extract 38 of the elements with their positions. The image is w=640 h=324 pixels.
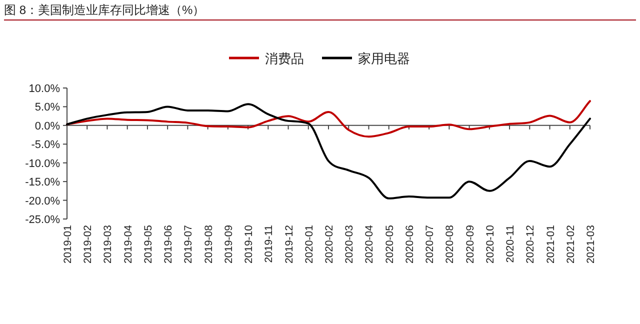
x-tick-label: 2019-09 <box>222 224 235 264</box>
x-tick-label: 2020-01 <box>303 224 316 264</box>
x-tick-label: 2020-12 <box>524 224 537 264</box>
x-tick-label: 2021-02 <box>564 224 577 264</box>
x-tick-label: 2020-05 <box>384 224 396 264</box>
y-tick-label: -15.0% <box>25 176 60 189</box>
x-tick-label: 2020-08 <box>444 224 456 264</box>
y-tick-label: -10.0% <box>25 158 60 170</box>
x-tick-label: 2020-09 <box>464 224 476 264</box>
x-tick-label: 2019-05 <box>142 224 154 264</box>
x-tick-label: 2019-03 <box>102 224 114 264</box>
x-tick-label: 2019-10 <box>243 224 256 264</box>
x-tick-label: 2020-04 <box>364 224 376 264</box>
x-tick-label: 2020-02 <box>324 224 336 264</box>
x-tick-label: 2019-07 <box>182 224 195 264</box>
x-tick-label: 2019-12 <box>283 224 296 264</box>
y-tick-label: -25.0% <box>25 214 60 226</box>
x-tick-label: 2020-11 <box>504 224 517 263</box>
legend-label: 消费品 <box>265 51 304 66</box>
y-tick-label: 5.0% <box>34 102 60 114</box>
y-tick-label: 0.0% <box>34 120 60 132</box>
x-tick-label: 2020-03 <box>344 224 356 264</box>
x-tick-label: 2020-07 <box>424 224 436 264</box>
x-tick-label: 2019-02 <box>82 224 94 264</box>
x-tick-label: 2019-11 <box>263 224 276 263</box>
x-tick-label: 2021-03 <box>585 224 597 264</box>
title: 图 8：美国制造业库存同比增速（%） <box>4 3 205 17</box>
x-tick-label: 2020-10 <box>484 224 496 264</box>
x-tick-label: 2021-01 <box>544 224 557 264</box>
y-tick-label: 10.0% <box>28 83 60 95</box>
y-tick-label: -20.0% <box>25 195 60 208</box>
x-tick-label: 2019-06 <box>162 224 175 264</box>
x-tick-label: 2019-04 <box>122 224 134 264</box>
x-tick-label: 2020-06 <box>404 224 416 264</box>
legend-label: 家用电器 <box>358 51 410 66</box>
x-tick-label: 2019-01 <box>62 224 74 264</box>
y-tick-label: -5.0% <box>31 139 60 152</box>
x-tick-label: 2019-08 <box>202 224 215 264</box>
